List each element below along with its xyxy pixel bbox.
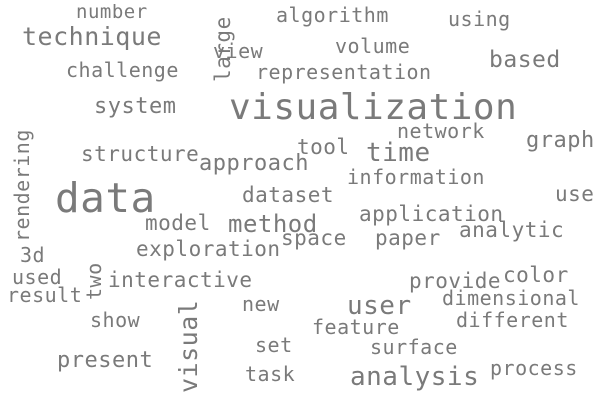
- word-paper: paper: [375, 226, 441, 250]
- word-set: set: [255, 333, 293, 357]
- word-technique: technique: [22, 22, 162, 51]
- word-method: method: [228, 210, 318, 238]
- word-user: user: [347, 291, 412, 321]
- word-use: use: [555, 182, 595, 206]
- word-algorithm: algorithm: [276, 3, 389, 27]
- word-system: system: [94, 94, 177, 119]
- word-new: new: [242, 292, 280, 316]
- word-visual: visual: [174, 299, 203, 393]
- word-surface: surface: [370, 335, 458, 359]
- word-analysis: analysis: [350, 362, 480, 392]
- word-used: used: [12, 265, 63, 289]
- word-two: two: [82, 262, 106, 300]
- word-model: model: [145, 211, 211, 235]
- word-present: present: [57, 348, 154, 373]
- word-representation: representation: [256, 60, 432, 84]
- word-dataset: dataset: [242, 183, 335, 207]
- word-graph: graph: [526, 128, 595, 153]
- word-approach: approach: [199, 151, 309, 176]
- word-space: space: [281, 226, 347, 250]
- word-different: different: [456, 308, 569, 332]
- word-provide: provide: [409, 269, 502, 293]
- word-interactive: interactive: [108, 268, 253, 292]
- word-number: number: [76, 1, 148, 23]
- word-task: task: [245, 362, 296, 386]
- word-volume: volume: [335, 34, 411, 58]
- word-exploration: exploration: [136, 237, 281, 261]
- word-information: information: [347, 165, 485, 189]
- word-application: application: [359, 202, 504, 226]
- word-using: using: [448, 7, 511, 31]
- word-show: show: [90, 308, 141, 332]
- word-large: large: [211, 16, 235, 82]
- word-time: time: [366, 138, 431, 168]
- word-color: color: [503, 263, 569, 287]
- word-3d: 3d: [20, 243, 46, 267]
- word-data: data: [55, 174, 156, 222]
- word-network: network: [397, 119, 485, 143]
- word-result: result: [7, 283, 83, 307]
- word-structure: structure: [81, 142, 200, 166]
- word-tool: tool: [297, 135, 350, 159]
- word-based: based: [489, 47, 561, 73]
- word-challenge: challenge: [66, 58, 179, 82]
- word-analytic: analytic: [459, 218, 565, 242]
- word-dimensional: dimensional: [442, 286, 580, 310]
- word-visualization: visualization: [229, 87, 518, 128]
- word-rendering: rendering: [10, 129, 34, 242]
- word-feature: feature: [312, 315, 400, 339]
- word-process: process: [490, 356, 578, 380]
- word-view: view: [213, 39, 264, 63]
